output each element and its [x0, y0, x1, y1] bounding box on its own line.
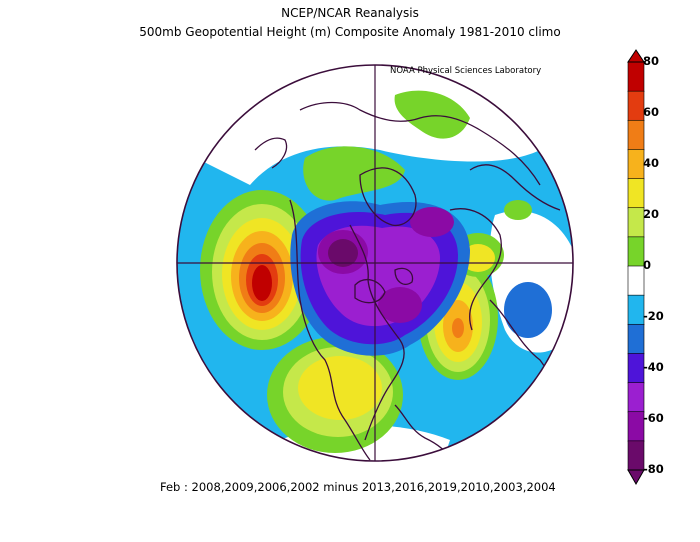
colorbar-tick-label: 40 [643, 156, 660, 170]
coast-kamchatka [254, 137, 288, 169]
coast-north-america [289, 199, 371, 461]
colorbar-segment [627, 149, 645, 180]
colorbar-tick-label: 20 [643, 207, 660, 221]
colorbar-segment [627, 294, 645, 326]
colorbar-tick-label: -40 [643, 360, 664, 374]
coast-greenland [359, 167, 417, 227]
coast-europe-north [469, 164, 561, 211]
colorbar-tick-label: -20 [643, 309, 664, 323]
colorbar-tick-label: -80 [643, 462, 664, 476]
negative-anomaly-50b [410, 207, 454, 237]
asia-negative-20 [504, 282, 552, 338]
green-blob-arctic [303, 146, 405, 201]
chart-title: NCEP/NCAR Reanalysis [281, 6, 419, 20]
colorbar-segment [627, 411, 645, 442]
colorbar-tick-label: 0 [643, 258, 652, 272]
coastlines [254, 101, 561, 461]
colorbar-segment [627, 236, 645, 267]
colorbar-segment [627, 353, 645, 384]
atlantic-anomaly-50 [452, 318, 464, 338]
colorbar-segment [627, 265, 645, 296]
colorbar-segment [627, 323, 645, 355]
south-anomaly-30 [298, 356, 382, 420]
colorbar-segments [627, 61, 645, 471]
pacific-anomaly-70 [252, 265, 272, 301]
coast-europe [449, 208, 502, 331]
colorbar-top-arrow [627, 49, 645, 63]
green-blob-small [504, 200, 532, 220]
colorbar-segment [627, 61, 645, 92]
colorbar-segment [627, 119, 645, 151]
colorbar-segment [627, 178, 645, 209]
colorbar-segment [627, 207, 645, 238]
green-blob-greenland [394, 90, 470, 139]
chart-subtitle: 500mb Geopotential Height (m) Composite … [139, 25, 561, 39]
colorbar-segment [627, 382, 645, 413]
colorbar-tick-label: 80 [643, 54, 660, 68]
colorbar-tick-label: 60 [643, 105, 660, 119]
negative-anomaly-60 [328, 239, 358, 267]
credit-text: NOAA Physical Sciences Laboratory [390, 66, 542, 76]
colorbar-segment [627, 90, 645, 122]
coast-arctic-islands [354, 267, 414, 304]
colorbar-bottom-arrow [627, 469, 645, 486]
negative-anomaly-40b [378, 287, 422, 323]
colorbar-segment [627, 440, 645, 471]
composite-years: Feb : 2008,2009,2006,2002 minus 2013,201… [160, 480, 556, 494]
colorbar-tick-label: -60 [643, 411, 664, 425]
coast-asia [299, 101, 541, 186]
coast-north-america-east [349, 224, 405, 441]
map-border [176, 64, 574, 462]
